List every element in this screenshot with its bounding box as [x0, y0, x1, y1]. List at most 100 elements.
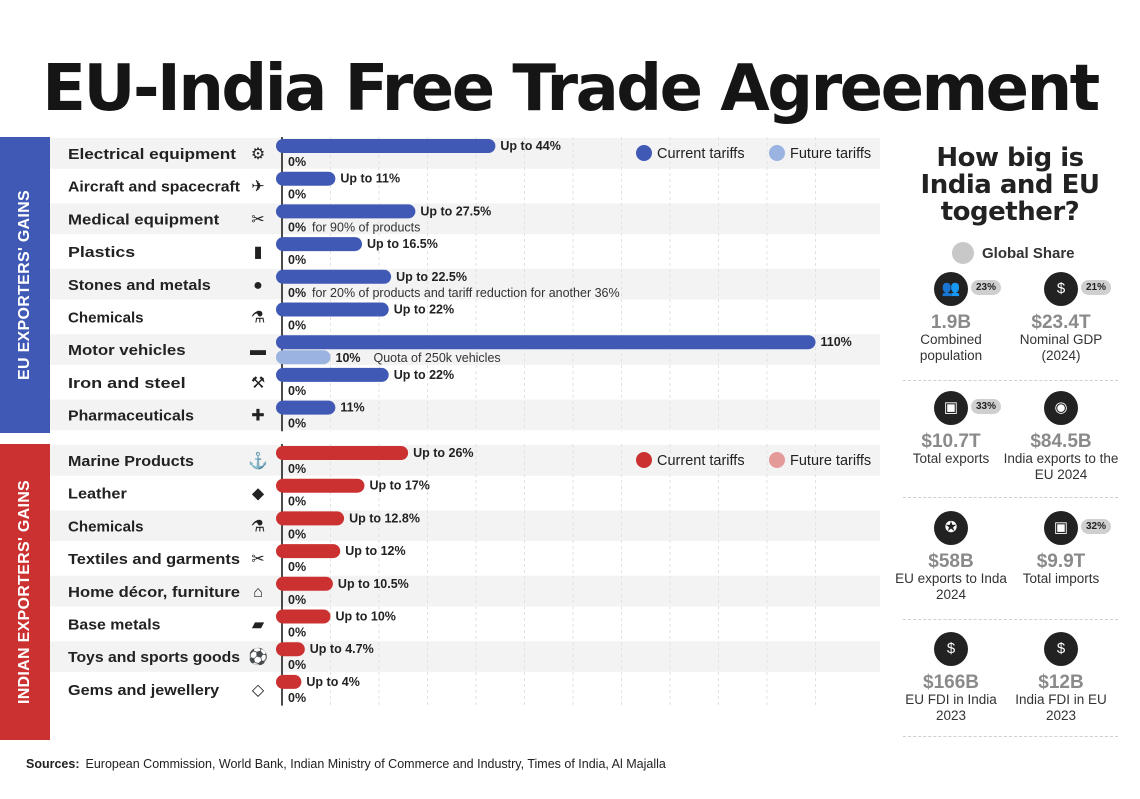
- future-tariff-label: 0%: [288, 691, 306, 705]
- eu-band-label: EU EXPORTERS' GAINS: [16, 190, 34, 380]
- current-tariff-label: Up to 26%: [413, 446, 473, 460]
- row-background: [50, 399, 880, 431]
- stat-card: ▣ 32% $9.9T Total imports: [1001, 511, 1121, 587]
- legend-current: Current tariffs: [657, 146, 745, 162]
- anchor-icon: ⚓: [248, 451, 268, 470]
- stat-label: EU FDI in India 2023: [905, 692, 997, 723]
- divider: [903, 619, 1118, 620]
- row-background: [50, 477, 880, 509]
- house-icon: ⌂: [253, 584, 263, 601]
- legend-swatch-current: [636, 452, 652, 468]
- stat-value: $23.4T: [1031, 312, 1091, 333]
- current-tariff-label: Up to 44%: [500, 139, 560, 153]
- future-tariff-note: for 90% of products: [312, 220, 420, 234]
- stone-icon: ●: [253, 277, 263, 294]
- future-tariff-label: 0%: [288, 593, 306, 607]
- row-background: [50, 366, 880, 398]
- current-tariff-bar: [276, 237, 363, 252]
- global-share-badge: 21%: [1081, 280, 1112, 295]
- current-tariff-label: Up to 22%: [394, 368, 454, 382]
- stat-card: ▣ 33% $10.7T Total exports: [891, 391, 1011, 467]
- future-tariff-label: 0%: [288, 462, 306, 476]
- row-background: [50, 170, 880, 202]
- legend-future: Future tariffs: [790, 453, 871, 469]
- stat-card: $ $12B India FDI in EU 2023: [1001, 632, 1121, 724]
- category-label: Toys and sports goods: [68, 649, 240, 666]
- tariff-bar-chart: Current tariffs Future tariffs Electrical …: [50, 137, 880, 706]
- steel-icon: ⚒: [251, 375, 265, 392]
- global-share-legend: Global Share: [952, 242, 1075, 264]
- future-tariff-bar: [276, 350, 331, 365]
- current-tariff-bar: [276, 446, 409, 460]
- gear-icon: ⚙: [251, 146, 265, 163]
- category-label: Leather: [68, 486, 127, 503]
- future-tariff-label: 0%: [288, 220, 306, 234]
- current-tariff-label: Up to 11%: [340, 172, 400, 186]
- stat-label: India FDI in EU 2023: [1015, 692, 1107, 723]
- stat-value: $10.7T: [921, 431, 981, 452]
- stat-label: Combined population: [919, 332, 983, 363]
- box-import-icon: ▣: [1044, 511, 1078, 545]
- row-background: [50, 203, 880, 235]
- future-tariff-label: 10%: [336, 351, 361, 365]
- category-label: Stones and metals: [68, 277, 211, 294]
- future-tariff-label: 0%: [288, 560, 306, 574]
- car-icon: ▬: [250, 342, 266, 359]
- row-background: [50, 575, 880, 607]
- stat-card: 👥 23% 1.9B Combined population: [891, 272, 1011, 364]
- stat-value: $9.9T: [1036, 551, 1086, 572]
- row-background: [50, 510, 880, 542]
- stat-value: $12B: [1038, 672, 1084, 693]
- sources: Sources: European Commission, World Bank,…: [26, 757, 666, 771]
- current-tariff-label: Up to 22.5%: [396, 270, 467, 284]
- category-label: Home décor, furniture: [68, 584, 240, 601]
- current-tariff-bar: [276, 139, 496, 153]
- row-background: [50, 236, 880, 267]
- money-bag-icon: $: [934, 632, 968, 666]
- future-tariff-note: Quota of 250k vehicles: [374, 351, 501, 365]
- eu-flag-icon: ✪: [934, 511, 968, 545]
- current-tariff-bar: [276, 171, 336, 186]
- current-tariff-label: Up to 22%: [394, 303, 454, 317]
- divider: [903, 497, 1118, 498]
- stat-label: Total exports: [912, 451, 990, 466]
- future-tariff-label: 0%: [288, 495, 306, 509]
- indian-band-label: INDIAN EXPORTERS' GAINS: [16, 479, 34, 705]
- current-tariff-bar: [276, 269, 392, 284]
- future-tariff-label: 0%: [288, 527, 306, 541]
- current-tariff-bar: [276, 576, 333, 591]
- row-background: [50, 608, 880, 640]
- category-label: Marine Products: [68, 453, 194, 470]
- category-label: Aircraft and spacecraft: [68, 179, 240, 196]
- category-label: Iron and steel: [68, 375, 186, 392]
- toys-icon: ⚽: [247, 647, 268, 666]
- stat-label: Total imports: [1022, 571, 1100, 586]
- current-tariff-label: Up to 17%: [369, 479, 429, 493]
- current-tariff-label: 11%: [340, 401, 364, 415]
- money-bag-icon: $: [1044, 632, 1078, 666]
- diamond-icon: ◇: [252, 682, 265, 699]
- scissors-icon: ✂: [251, 551, 264, 568]
- current-tariff-bar: [276, 642, 305, 657]
- current-tariff-bar: [276, 511, 345, 526]
- plastic-bottle-icon: ▮: [254, 244, 263, 261]
- current-tariff-bar: [276, 478, 365, 493]
- people-icon: 👥: [934, 272, 968, 306]
- page-title: EU-India Free Trade Agreement: [42, 52, 1100, 126]
- category-label: Textiles and garments: [68, 551, 240, 568]
- box-export-icon: ▣: [934, 391, 968, 425]
- stat-card: ✪ $58B EU exports to Inda 2024: [891, 511, 1011, 603]
- stat-value: 1.9B: [930, 312, 972, 333]
- future-tariff-label: 0%: [288, 286, 306, 300]
- category-label: Plastics: [68, 244, 135, 261]
- stat-value: $84.5B: [1030, 431, 1092, 452]
- current-tariff-label: Up to 10.5%: [338, 577, 409, 591]
- category-label: Pharmaceuticals: [68, 408, 194, 425]
- current-tariff-label: Up to 16.5%: [367, 237, 438, 251]
- global-share-swatch: [952, 242, 974, 264]
- legend-swatch-current: [636, 145, 652, 161]
- category-label: Chemicals: [68, 310, 144, 327]
- stat-card: $ $166B EU FDI in India 2023: [891, 632, 1011, 724]
- stat-label: Nominal GDP (2024): [1019, 332, 1103, 363]
- row-background: [50, 301, 880, 333]
